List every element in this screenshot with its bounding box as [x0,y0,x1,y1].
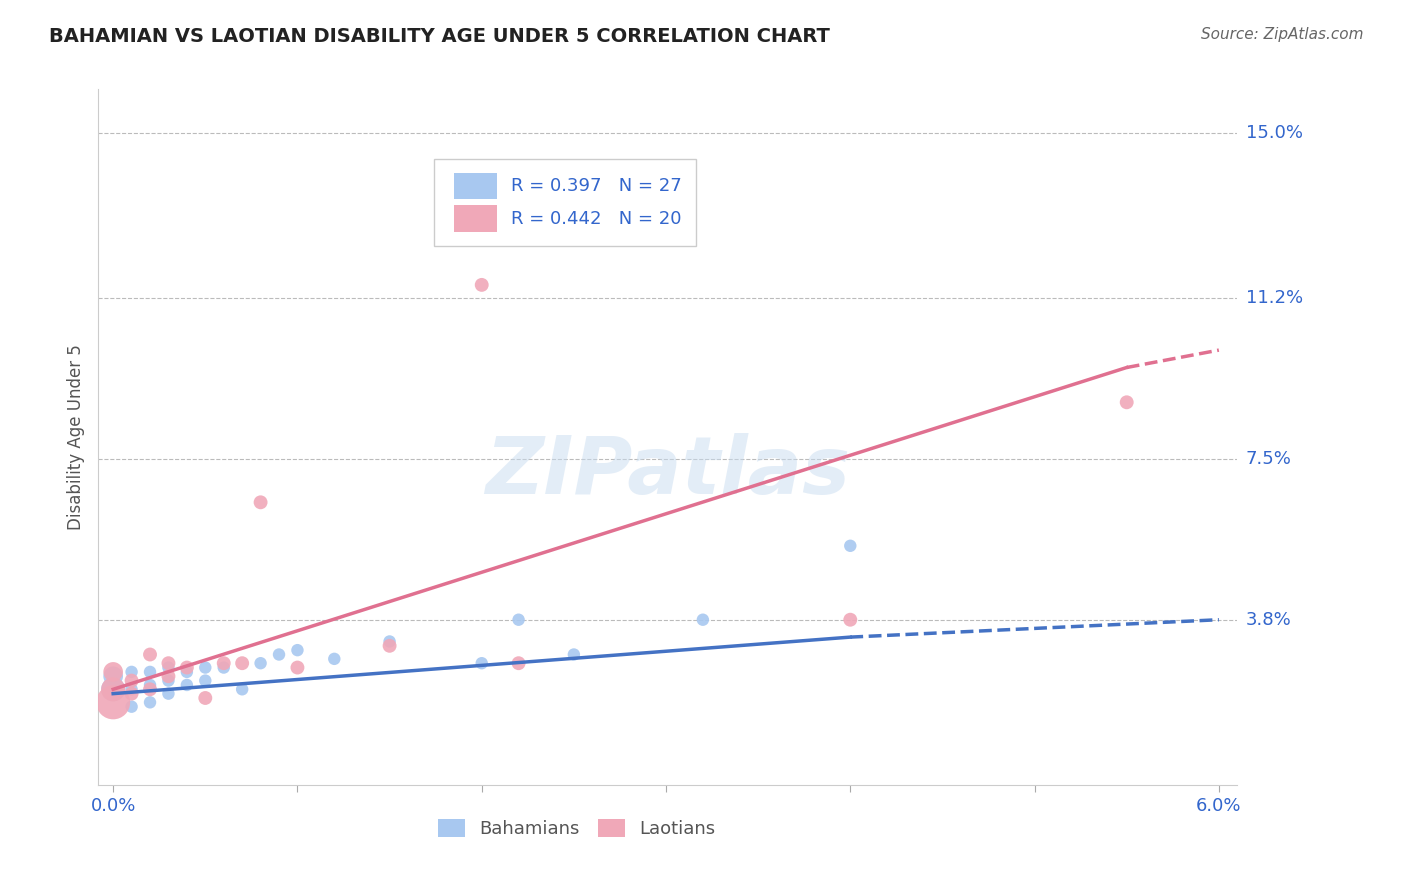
Point [176,665,198,679]
FancyBboxPatch shape [454,205,498,232]
Point [101,682,124,697]
FancyBboxPatch shape [454,173,498,199]
Text: Source: ZipAtlas.com: Source: ZipAtlas.com [1201,27,1364,42]
Point [378,634,401,648]
Point [692,613,714,627]
Point [121,687,143,701]
Point [121,673,143,688]
Point [139,665,162,679]
Point [249,495,271,509]
Point [323,652,346,666]
Point [121,699,143,714]
FancyBboxPatch shape [434,159,696,245]
Point [194,690,217,705]
Point [157,687,180,701]
Point [378,639,401,653]
Point [287,643,309,657]
Point [101,682,124,697]
Point [231,657,253,671]
Point [139,695,162,709]
Point [471,657,494,671]
Point [508,613,530,627]
Point [139,678,162,692]
Y-axis label: Disability Age Under 5: Disability Age Under 5 [66,344,84,530]
Text: ZIPatlas: ZIPatlas [485,433,851,511]
Text: R = 0.397   N = 27: R = 0.397 N = 27 [510,177,682,195]
Point [471,277,494,292]
Point [101,669,124,683]
Text: 3.8%: 3.8% [1246,611,1291,629]
Text: R = 0.442   N = 20: R = 0.442 N = 20 [510,210,681,227]
Point [139,648,162,662]
Point [249,657,271,671]
Point [562,648,585,662]
Point [287,660,309,674]
Point [101,695,124,709]
Point [231,682,253,697]
Text: 15.0%: 15.0% [1246,124,1302,142]
Point [176,660,198,674]
Point [1115,395,1137,409]
Point [157,660,180,674]
Point [157,673,180,688]
Point [839,539,862,553]
Point [839,613,862,627]
Point [121,682,143,697]
Legend: Bahamians, Laotians: Bahamians, Laotians [430,812,723,846]
Point [101,665,124,679]
Point [267,648,290,662]
Text: 7.5%: 7.5% [1246,450,1292,467]
Text: 11.2%: 11.2% [1246,289,1303,307]
Point [212,657,235,671]
Point [139,682,162,697]
Point [194,660,217,674]
Point [157,657,180,671]
Point [194,673,217,688]
Point [212,660,235,674]
Point [176,678,198,692]
Point [157,669,180,683]
Point [121,665,143,679]
Point [508,657,530,671]
Text: BAHAMIAN VS LAOTIAN DISABILITY AGE UNDER 5 CORRELATION CHART: BAHAMIAN VS LAOTIAN DISABILITY AGE UNDER… [49,27,830,45]
